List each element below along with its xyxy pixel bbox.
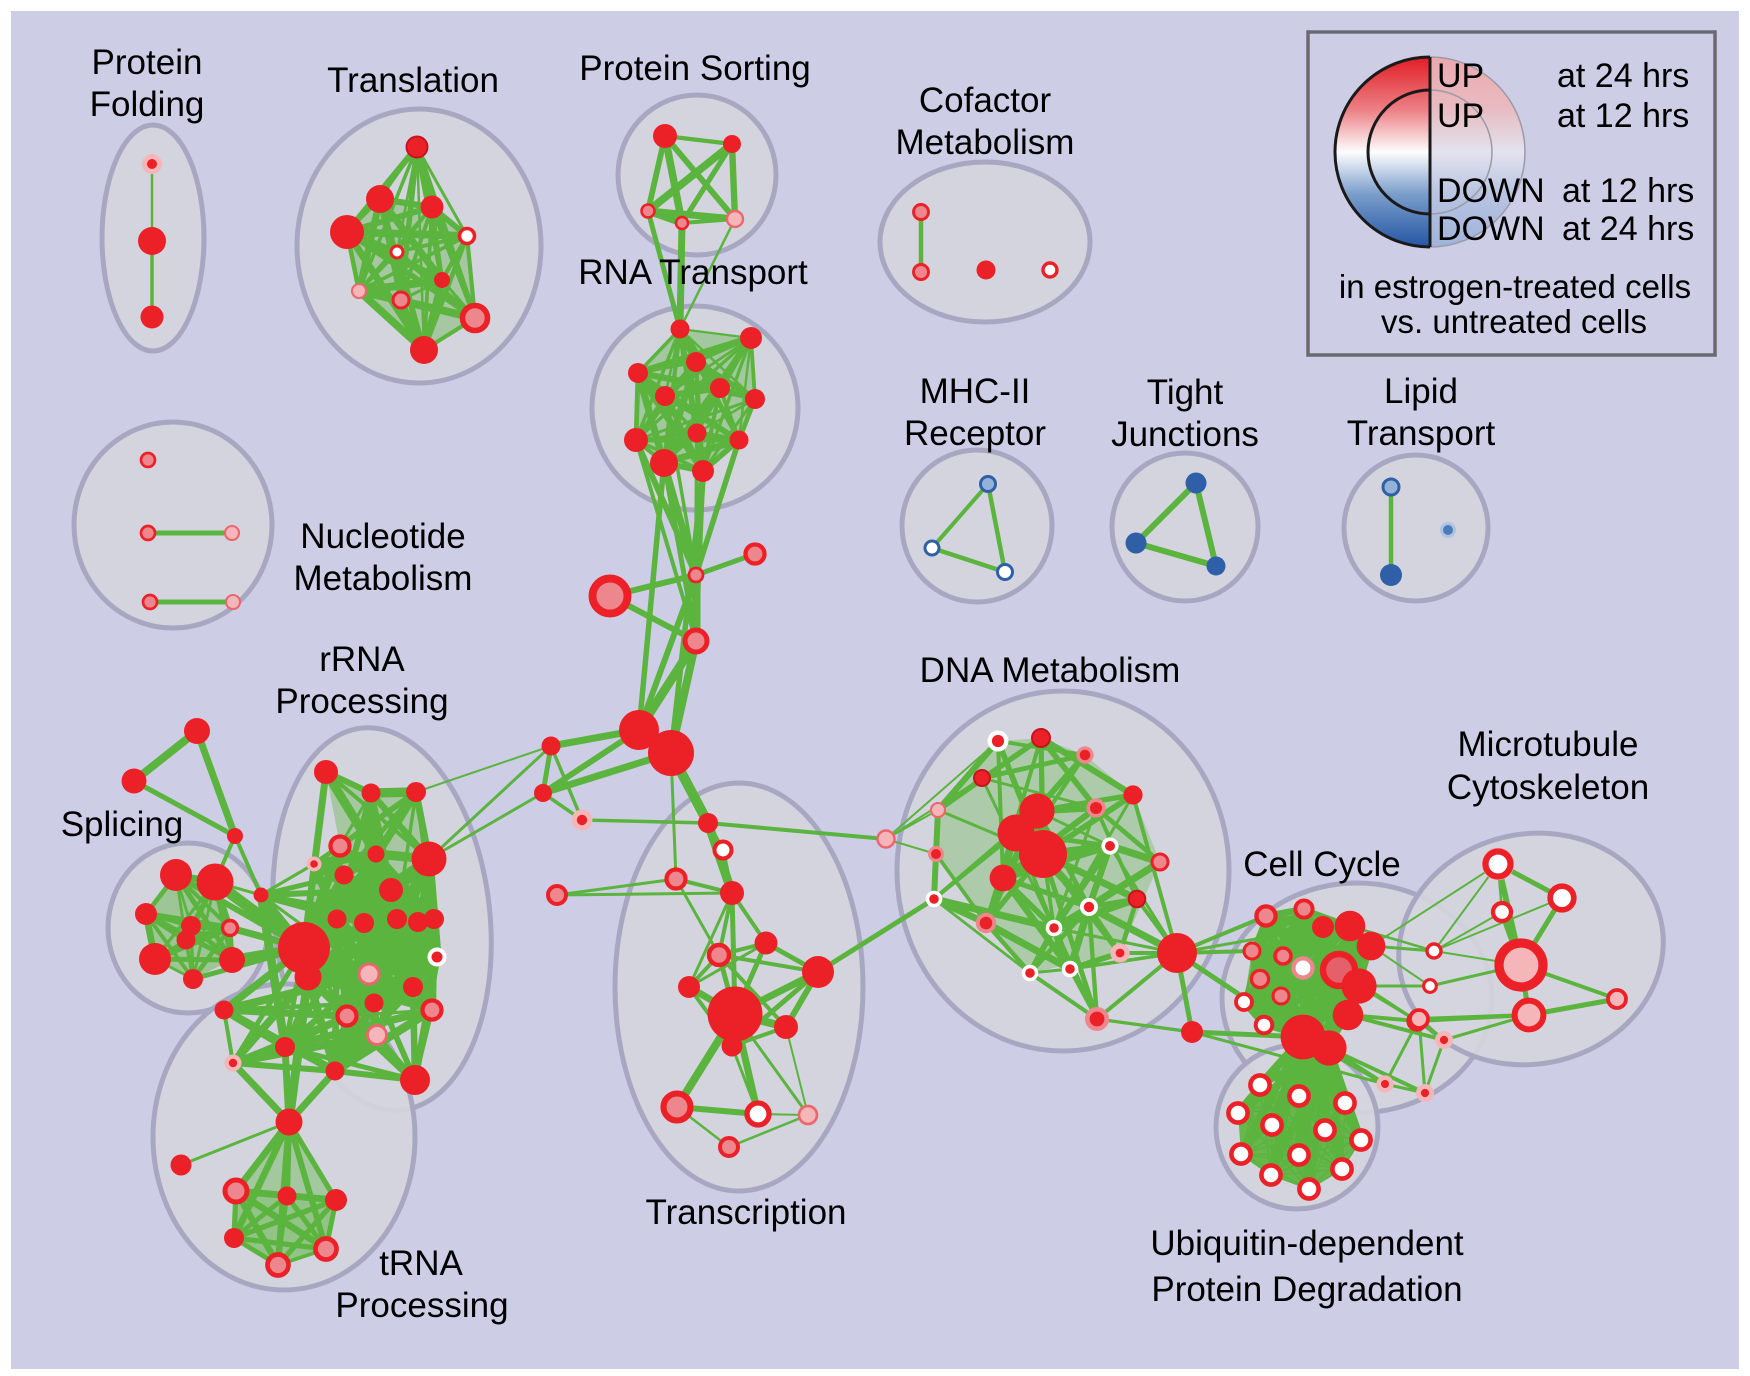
svg-text:at 12 hrs: at 12 hrs xyxy=(1557,97,1689,135)
svg-text:Lipid: Lipid xyxy=(1384,372,1458,411)
svg-text:in estrogen-treated cells: in estrogen-treated cells xyxy=(1339,268,1691,305)
svg-text:rRNA: rRNA xyxy=(319,640,405,679)
svg-text:Tight: Tight xyxy=(1147,373,1224,412)
svg-text:Translation: Translation xyxy=(327,61,499,100)
svg-text:Cytoskeleton: Cytoskeleton xyxy=(1447,768,1649,807)
svg-text:RNA Transport: RNA Transport xyxy=(578,253,808,292)
svg-text:tRNA: tRNA xyxy=(379,1244,463,1283)
svg-text:MHC-II: MHC-II xyxy=(920,372,1031,411)
svg-text:Protein Sorting: Protein Sorting xyxy=(579,49,811,88)
svg-text:Protein: Protein xyxy=(92,43,203,82)
svg-text:Transcription: Transcription xyxy=(646,1193,847,1232)
svg-text:Processing: Processing xyxy=(275,682,448,721)
svg-text:Cofactor: Cofactor xyxy=(919,81,1052,120)
svg-text:Protein Degradation: Protein Degradation xyxy=(1151,1270,1462,1309)
svg-text:DOWN: DOWN xyxy=(1437,172,1545,210)
svg-text:at 12 hrs: at 12 hrs xyxy=(1562,172,1694,210)
svg-text:Metabolism: Metabolism xyxy=(896,123,1075,162)
svg-text:Cell Cycle: Cell Cycle xyxy=(1243,845,1401,884)
svg-text:at 24 hrs: at 24 hrs xyxy=(1557,57,1689,95)
svg-text:Splicing: Splicing xyxy=(61,805,184,844)
svg-text:at 24 hrs: at 24 hrs xyxy=(1562,210,1694,248)
svg-text:Transport: Transport xyxy=(1347,414,1496,453)
svg-text:Processing: Processing xyxy=(335,1286,508,1325)
svg-text:DNA Metabolism: DNA Metabolism xyxy=(920,651,1181,690)
svg-text:vs. untreated cells: vs. untreated cells xyxy=(1381,303,1647,340)
svg-text:Junctions: Junctions xyxy=(1111,415,1259,454)
svg-text:Folding: Folding xyxy=(90,85,205,124)
svg-text:Receptor: Receptor xyxy=(904,414,1046,453)
svg-text:Ubiquitin-dependent: Ubiquitin-dependent xyxy=(1150,1224,1464,1263)
svg-text:Microtubule: Microtubule xyxy=(1458,725,1639,764)
svg-text:Metabolism: Metabolism xyxy=(294,559,473,598)
svg-text:DOWN: DOWN xyxy=(1437,210,1545,248)
svg-text:Nucleotide: Nucleotide xyxy=(300,517,465,556)
svg-text:UP: UP xyxy=(1437,97,1484,135)
svg-text:UP: UP xyxy=(1437,57,1484,95)
